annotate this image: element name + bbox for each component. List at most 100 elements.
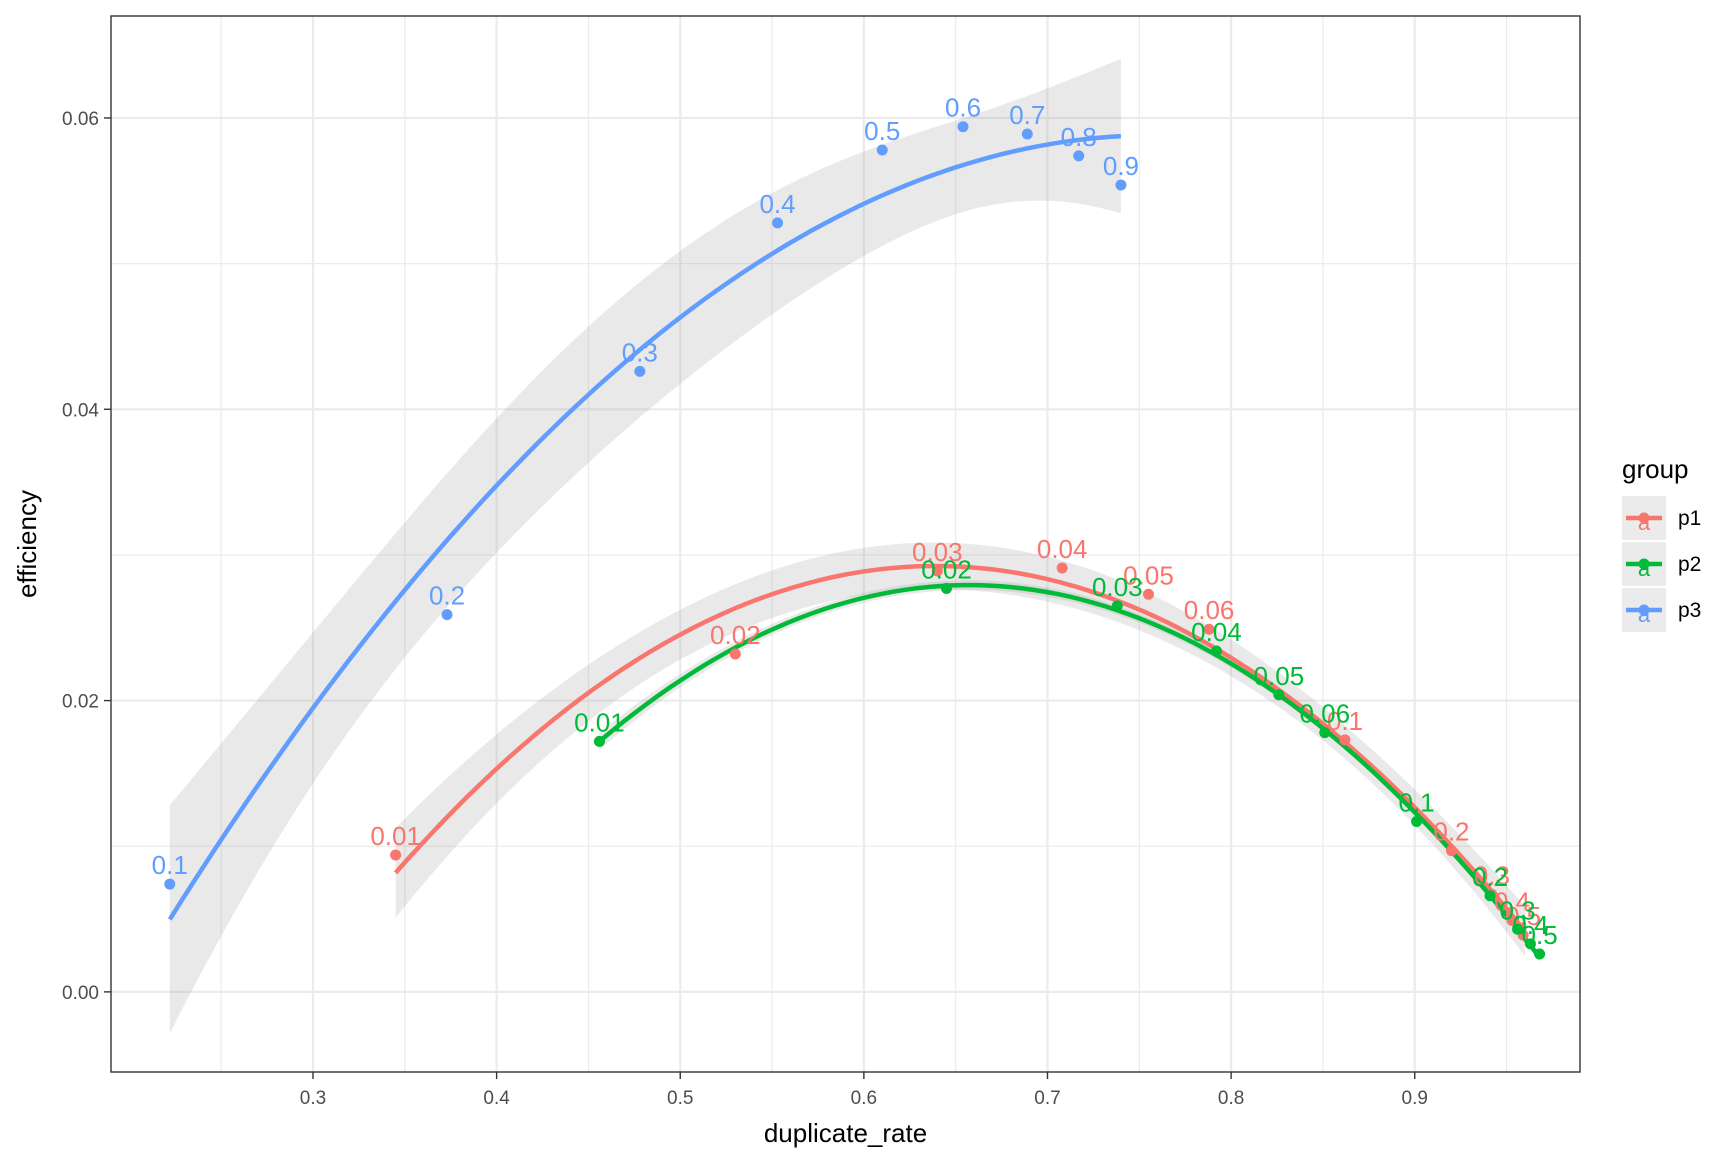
point-p3 — [441, 609, 453, 621]
legend-point-p3 — [1638, 604, 1650, 616]
point-label-p3: 0.2 — [429, 581, 465, 611]
gridlines — [111, 16, 1580, 1072]
y-tick-label: 0.06 — [62, 109, 99, 130]
point-label-p3: 0.8 — [1061, 122, 1097, 152]
point-label-p2: 0.1 — [1398, 787, 1434, 817]
point-label-p1: 0.2 — [1433, 817, 1469, 847]
point-label-p1: 0.01 — [370, 821, 421, 851]
point-label-p3: 0.4 — [759, 189, 795, 219]
point-label-p2: 0.05 — [1254, 661, 1305, 691]
point-p2 — [1210, 645, 1222, 657]
legend-glyph-p3: a — [1638, 602, 1651, 627]
point-label-p3: 0.5 — [864, 116, 900, 146]
plot-panel — [111, 16, 1580, 1072]
point-p1 — [1142, 588, 1154, 600]
point-p1 — [1203, 623, 1215, 635]
legend-glyph-p2: a — [1638, 556, 1651, 581]
fit-line-p1 — [393, 563, 1527, 933]
x-axis-title: duplicate_rate — [764, 1118, 927, 1148]
x-tick-label: 0.4 — [483, 1088, 510, 1109]
point-p2 — [1484, 890, 1496, 902]
point-p3 — [1115, 179, 1127, 191]
point-label-p3: 0.7 — [1009, 100, 1045, 130]
y-tick-label: 0.00 — [62, 983, 99, 1004]
fit-lines — [167, 133, 1542, 959]
point-label-p3: 0.9 — [1103, 151, 1139, 181]
legend-label-p3: p3 — [1678, 599, 1701, 622]
legend-title: group — [1622, 454, 1689, 484]
point-label-p1: 0.06 — [1184, 595, 1235, 625]
fit-line-p2 — [597, 582, 1542, 959]
point-p2 — [1512, 923, 1524, 935]
x-tick-label: 0.3 — [300, 1088, 326, 1109]
point-p2 — [1273, 689, 1285, 701]
point-p2 — [1524, 938, 1536, 950]
point-label-p1: 0.03 — [912, 537, 963, 567]
legend-glyph-p1: a — [1638, 510, 1651, 535]
point-label-p1: 0.4 — [1494, 887, 1530, 917]
point-label-p2: 0.2 — [1472, 862, 1508, 892]
point-p3 — [634, 365, 646, 377]
point-p2 — [1411, 815, 1423, 827]
confidence-bands — [169, 58, 1540, 1034]
point-label-p1: 0.02 — [710, 620, 761, 650]
x-tick-label: 0.8 — [1218, 1088, 1244, 1109]
point-label-p3: 0.1 — [152, 850, 188, 880]
point-p3 — [876, 144, 888, 156]
x-tick-label: 0.5 — [667, 1088, 693, 1109]
point-p1 — [1445, 845, 1457, 857]
point-label-p2: 0.3 — [1499, 895, 1535, 925]
point-p1 — [1506, 915, 1518, 927]
y-axis: 0.00 0.02 0.04 0.06 — [62, 109, 111, 1004]
point-p1 — [1339, 734, 1351, 746]
point-p3 — [1021, 128, 1033, 140]
y-tick-label: 0.04 — [62, 400, 99, 421]
point-labels: 0.010.020.03 0.040.050.060.10.20.30.40.50… — [152, 93, 1558, 950]
point-label-p2: 0.02 — [921, 554, 972, 584]
point-p1 — [390, 849, 402, 861]
point-p3 — [772, 217, 784, 229]
confidence-band-p1 — [395, 542, 1525, 957]
point-label-p2: 0.01 — [574, 707, 625, 737]
panel-border — [110, 15, 1581, 1073]
point-p3 — [1073, 150, 1085, 162]
confidence-band-p3 — [169, 58, 1121, 1034]
point-p3 — [164, 878, 176, 890]
x-axis: 0.3 0.4 0.5 0.6 0.7 0.8 0.9 — [300, 1072, 1428, 1109]
legend-point-p1 — [1638, 512, 1650, 524]
y-tick-label: 0.02 — [62, 692, 99, 713]
point-label-p3: 0.6 — [945, 93, 981, 123]
legend: group a p1 a p2 a p3 — [1622, 454, 1701, 632]
point-label-p2: 0.5 — [1522, 920, 1558, 950]
point-label-p1: 0.3 — [1474, 860, 1510, 890]
fit-line-p3 — [167, 133, 1122, 921]
point-p1 — [1056, 562, 1068, 574]
point-p2 — [593, 735, 605, 747]
point-p2 — [1534, 948, 1546, 960]
legend-point-p2 — [1638, 558, 1650, 570]
point-label-p1: 0.1 — [1327, 706, 1363, 736]
point-p1 — [931, 565, 943, 577]
point-label-p1: 0.5 — [1505, 901, 1541, 931]
point-label-p2: 0.06 — [1299, 699, 1350, 729]
point-label-p2: 0.04 — [1191, 617, 1242, 647]
point-p2 — [1319, 727, 1331, 739]
point-p2 — [1111, 600, 1123, 612]
y-axis-title: efficiency — [12, 490, 42, 598]
point-label-p2: 0.03 — [1092, 572, 1143, 602]
point-p2 — [940, 582, 952, 594]
point-label-p1: 0.05 — [1123, 560, 1174, 590]
x-tick-label: 0.9 — [1402, 1088, 1428, 1109]
point-label-p3: 0.3 — [622, 337, 658, 367]
x-tick-label: 0.7 — [1034, 1088, 1060, 1109]
point-p1 — [729, 648, 741, 660]
point-label-p2: 0.4 — [1512, 910, 1548, 940]
data-points — [164, 121, 1546, 960]
point-label-p1: 0.04 — [1037, 534, 1088, 564]
legend-label-p2: p2 — [1678, 553, 1701, 576]
point-p3 — [957, 121, 969, 133]
x-tick-label: 0.6 — [851, 1088, 877, 1109]
legend-label-p1: p1 — [1678, 507, 1701, 530]
